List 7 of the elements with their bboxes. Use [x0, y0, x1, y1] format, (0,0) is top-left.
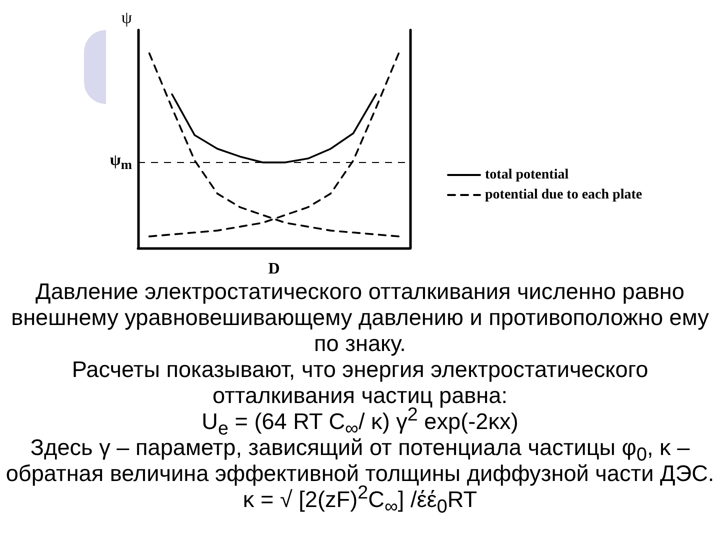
text: Давление электростатического отталкивания численно равно внешнему уравновешивающему давлению и противоположно ему по знаку.: [10, 279, 710, 357]
y-axis-title: ψ: [121, 8, 132, 27]
ref-line-label: ψ$_{m}$: [110, 151, 132, 173]
x-axis-title: D: [268, 260, 280, 278]
text: Здесь γ – параметр, зависящий от потенциала частицы φ$_{0}$, κ – обратная величина эффективной толщины диффузной части ДЭС. κ = √ [2(zF)$^{2}$C$_{∞}$] /έέ$_{0}$RT: [6, 435, 714, 517]
legend-label: potential due to each plate: [485, 188, 642, 202]
legend-label: total potential: [485, 168, 569, 182]
